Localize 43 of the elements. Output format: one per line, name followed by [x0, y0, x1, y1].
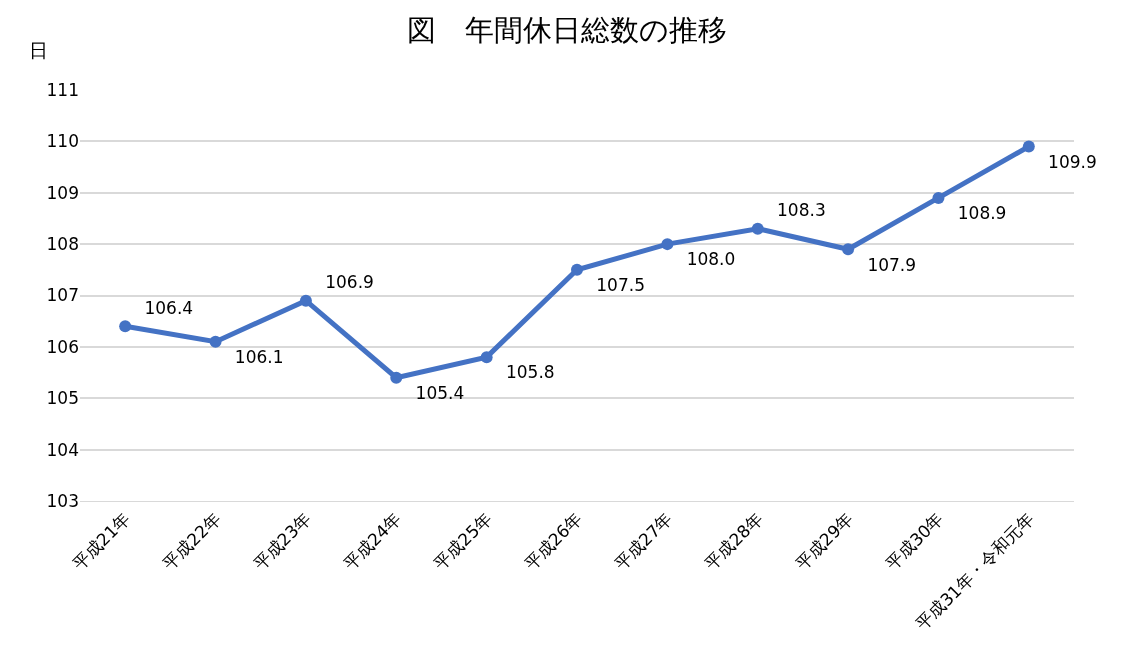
y-axis-title: 日 — [29, 39, 48, 61]
text: 107.5 — [596, 275, 645, 296]
y-tick-label: 105 — [46, 388, 79, 409]
point — [390, 371, 403, 384]
point — [480, 351, 493, 364]
point — [299, 294, 312, 307]
y-tick-label: 108 — [46, 234, 79, 255]
text: 105.4 — [415, 382, 465, 403]
text: 106.1 — [234, 346, 284, 367]
text: 107.9 — [867, 254, 917, 275]
point — [842, 243, 855, 256]
y-tick-label: 110 — [46, 131, 79, 152]
point — [1022, 140, 1035, 153]
point — [209, 335, 222, 348]
x-tick-label: 平成30年 — [881, 508, 948, 575]
y-tick-label: 106 — [46, 336, 79, 357]
point — [932, 191, 945, 204]
y-tick-label: 107 — [46, 285, 79, 306]
text: 108.0 — [686, 249, 736, 270]
x-tick-label: 平成25年 — [429, 508, 496, 575]
text: 106.4 — [144, 297, 194, 318]
x-tick-label: 平成22年 — [158, 508, 225, 575]
text: 108.9 — [957, 203, 1007, 224]
point — [751, 222, 764, 235]
x-tick-label: 平成29年 — [791, 508, 857, 575]
text: 108.3 — [777, 199, 826, 220]
y-tick-label: 103 — [46, 490, 79, 511]
y-tick-label: 111 — [46, 79, 79, 100]
point — [571, 263, 583, 276]
point — [119, 320, 132, 333]
x-tick-label: 平成21年 — [68, 508, 135, 575]
x-tick-label: 平成27年 — [610, 508, 677, 575]
text: 109.9 — [1048, 151, 1097, 172]
text: 106.9 — [325, 271, 374, 292]
point — [661, 238, 674, 251]
text: 105.8 — [505, 362, 555, 383]
x-tick-label: 平成23年 — [249, 508, 315, 575]
y-tick-label: 109 — [46, 182, 79, 203]
y-tick-label: 104 — [46, 439, 79, 460]
x-tick-label: 平成26年 — [520, 508, 586, 575]
x-tick-label: 平成24年 — [339, 508, 406, 575]
x-tick-label: 平成28年 — [701, 508, 767, 575]
chart-title: 図 年間休日総数の推移 — [407, 12, 727, 47]
